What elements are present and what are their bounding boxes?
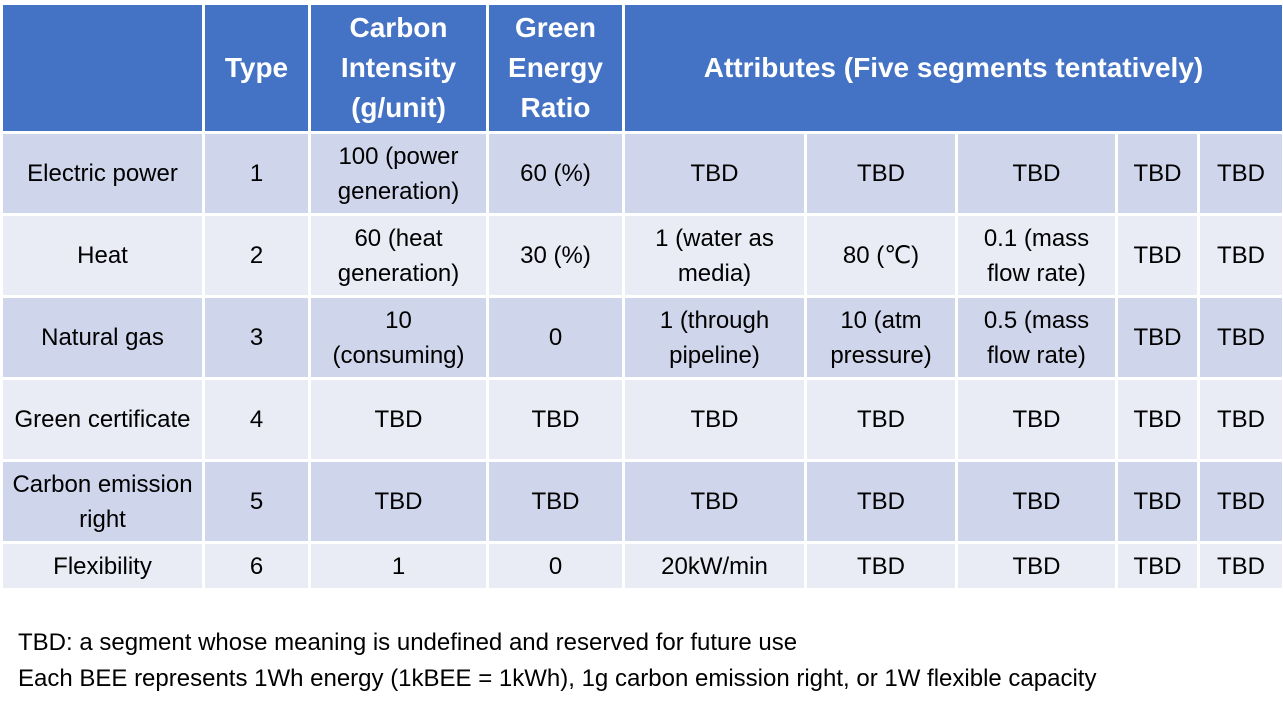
table-cell: Heat — [0, 213, 205, 298]
table-cell: TBD — [1115, 541, 1200, 591]
table-cell: TBD — [1115, 213, 1200, 298]
table-cell: TBD — [955, 131, 1118, 216]
table-cell: 60 (heat generation) — [308, 213, 489, 298]
table-cell: 5 — [202, 459, 311, 544]
table-cell: TBD — [622, 459, 807, 544]
table-row: Electric power 1 100 (power generation) 60 … — [0, 131, 1283, 216]
table-cell: TBD — [622, 377, 807, 462]
table-cell: 3 — [202, 295, 311, 380]
table-cell: 20kW/min — [622, 541, 807, 591]
table-cell: 60 (%) — [486, 131, 625, 216]
energy-table: Type Carbon Intensity (g/unit) Green Ene… — [0, 2, 1283, 591]
table-row: Green certificate 4 TBD TBD TBD TBD TBD TBD TBD — [0, 377, 1283, 462]
footnote: TBD: a segment whose meaning is undefine… — [18, 629, 798, 656]
table-cell: TBD — [1197, 213, 1283, 298]
table-cell: 0.5 (mass flow rate) — [955, 295, 1118, 380]
table-row: Carbon emission right 5 TBD TBD TBD TBD TBD TBD… — [0, 459, 1283, 544]
table-cell: 6 — [202, 541, 311, 591]
table-cell: TBD — [1197, 541, 1283, 591]
table-cell: 1 — [202, 131, 311, 216]
table-cell: 1 (water as media) — [622, 213, 807, 298]
table-cell: TBD — [1115, 459, 1200, 544]
table-cell: TBD — [955, 377, 1118, 462]
header-cell: Carbon Intensity (g/unit) — [308, 2, 489, 134]
table-row: Flexibility 6 1 0 20kW/min TBD TBD TBD TBD — [0, 541, 1283, 591]
header-cell-empty — [0, 2, 205, 134]
table-cell: Natural gas — [0, 295, 205, 380]
table-cell: TBD — [308, 377, 489, 462]
table-cell: TBD — [1115, 131, 1200, 216]
table-row: Heat 2 60 (heat generation) 30 (%) 1 (water … — [0, 213, 1283, 298]
table-cell: TBD — [804, 541, 958, 591]
table-cell: 10 (consuming) — [308, 295, 489, 380]
table-cell: Carbon emission right — [0, 459, 205, 544]
table-cell: TBD — [955, 541, 1118, 591]
table-cell: TBD — [1197, 295, 1283, 380]
table-cell: 1 (through pipeline) — [622, 295, 807, 380]
table-cell: TBD — [1197, 377, 1283, 462]
table-cell: TBD — [1197, 459, 1283, 544]
table-cell: 30 (%) — [486, 213, 625, 298]
table-cell: 10 (atm pressure) — [804, 295, 958, 380]
table-cell: TBD — [486, 377, 625, 462]
table-cell: TBD — [804, 131, 958, 216]
table-body: Electric power 1 100 (power generation) 60 … — [0, 131, 1283, 591]
header-cell: Attributes (Five segments tentatively) — [622, 2, 1283, 134]
table-row: Natural gas 3 10 (consuming) 0 1 (through pi… — [0, 295, 1283, 380]
table-cell: 2 — [202, 213, 311, 298]
table-cell: 100 (power generation) — [308, 131, 489, 216]
table-cell: TBD — [955, 459, 1118, 544]
table-cell: TBD — [1197, 131, 1283, 216]
header-cell: Type — [202, 2, 311, 134]
table-cell: TBD — [486, 459, 625, 544]
header-row: Type Carbon Intensity (g/unit) Green Ene… — [0, 2, 1283, 134]
table-cell: TBD — [308, 459, 489, 544]
table-cell: TBD — [804, 377, 958, 462]
table-cell: 0.1 (mass flow rate) — [955, 213, 1118, 298]
table-cell: Electric power — [0, 131, 205, 216]
table-cell: TBD — [1115, 377, 1200, 462]
table-cell: 4 — [202, 377, 311, 462]
header-cell: Green Energy Ratio — [486, 2, 625, 134]
table-cell: TBD — [1115, 295, 1200, 380]
table-cell: 0 — [486, 541, 625, 591]
table-cell: TBD — [804, 459, 958, 544]
table-cell: Green certificate — [0, 377, 205, 462]
footnote: Each BEE represents 1Wh energy (1kBEE = … — [18, 665, 1097, 692]
table-cell: Flexibility — [0, 541, 205, 591]
table-cell: TBD — [622, 131, 807, 216]
table-cell: 0 — [486, 295, 625, 380]
footnotes: TBD: a segment whose meaning is undefine… — [18, 625, 1096, 697]
table-cell: 1 — [308, 541, 489, 591]
table-cell: 80 (℃) — [804, 213, 958, 298]
